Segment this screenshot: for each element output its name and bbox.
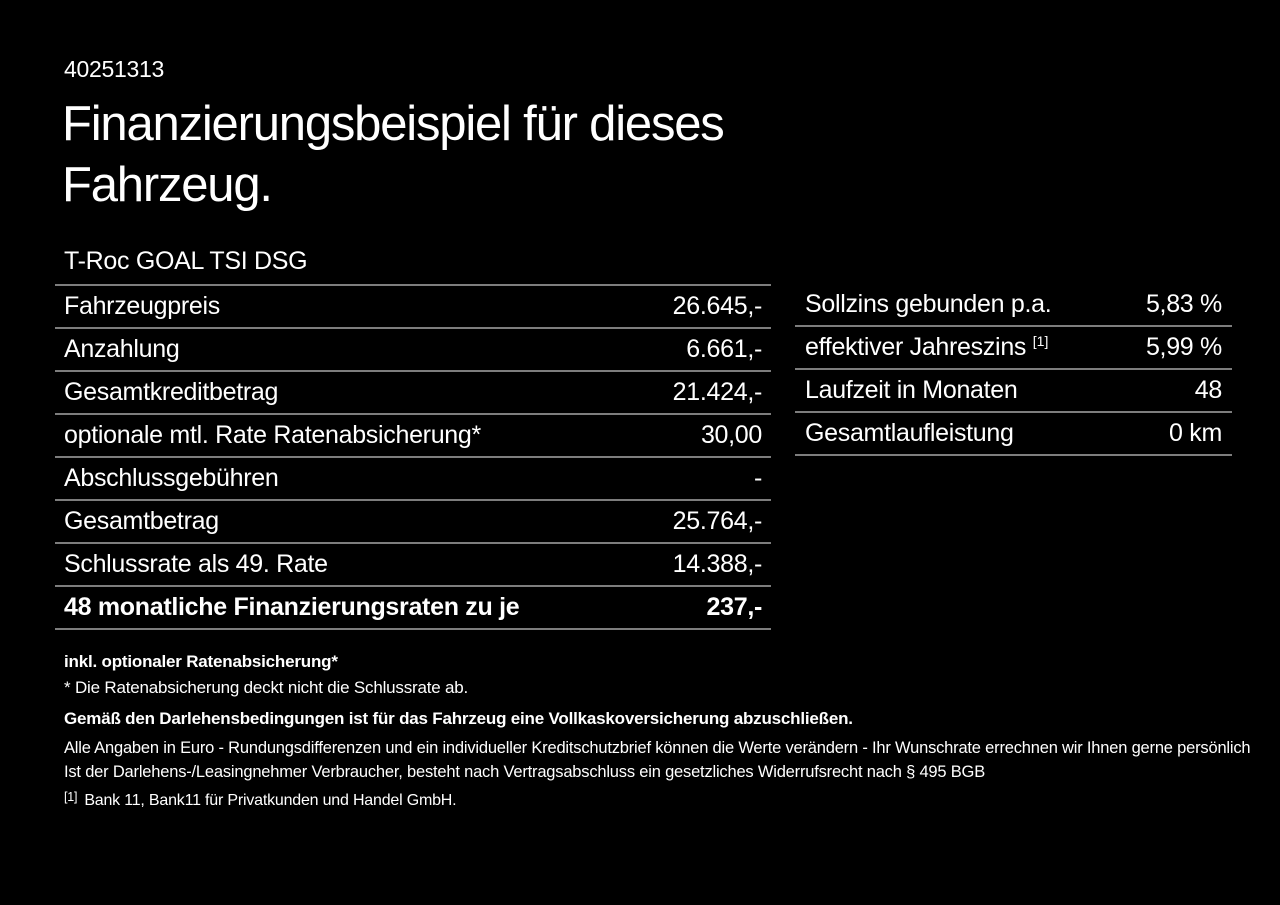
- table-row: Schlussrate als 49. Rate 14.388,-: [55, 544, 771, 587]
- row-value: 25.764,-: [672, 507, 763, 535]
- row-label: Sollzins gebunden p.a.: [805, 290, 1052, 318]
- table-row: Laufzeit in Monaten 48: [795, 370, 1232, 413]
- row-label: Gesamtkreditbetrag: [64, 378, 279, 406]
- row-value: 14.388,-: [672, 550, 763, 578]
- footnote-ref: [1]: [1032, 333, 1049, 349]
- table-row: Gesamtlaufleistung 0 km: [795, 413, 1232, 456]
- row-label: 48 monatliche Finanzierungsraten zu je: [64, 593, 520, 621]
- table-row: Gesamtkreditbetrag 21.424,-: [55, 372, 771, 415]
- footnote-insurance-requirement: Gemäß den Darlehensbedingungen ist für d…: [64, 709, 853, 728]
- footnote-disclaimer-1: Alle Angaben in Euro - Rundungsdifferenz…: [64, 739, 1251, 757]
- finance-table: T-Roc GOAL TSI DSG Fahrzeugpreis 26.645,…: [55, 240, 771, 630]
- table-row: Fahrzeugpreis 26.645,-: [55, 286, 771, 329]
- row-label: Gesamtbetrag: [64, 507, 219, 535]
- row-label: Abschlussgebühren: [64, 464, 279, 492]
- row-label: Gesamtlaufleistung: [805, 419, 1014, 447]
- table-row: optionale mtl. Rate Ratenabsicherung* 30…: [55, 415, 771, 458]
- row-value: 5,99 %: [1145, 333, 1222, 361]
- table-row: effektiver Jahreszins [1] 5,99 %: [795, 327, 1232, 370]
- row-label: Fahrzeugpreis: [64, 292, 220, 320]
- page-title-line-1: Finanzierungsbeispiel für dieses: [62, 97, 725, 151]
- table-row: Gesamtbetrag 25.764,-: [55, 501, 771, 544]
- footnote-bank-text: Bank 11, Bank11 für Privatkunden und Han…: [84, 792, 457, 809]
- row-label: Laufzeit in Monaten: [805, 376, 1018, 404]
- page-title-line-2: Fahrzeug.: [62, 158, 273, 212]
- row-value: 30,00: [700, 421, 762, 449]
- table-row: Anzahlung 6.661,-: [55, 329, 771, 372]
- row-value: 237,-: [706, 593, 763, 621]
- table-row-monthly-rate: 48 monatliche Finanzierungsraten zu je 2…: [55, 587, 771, 630]
- footnote-disclaimer-2: Ist der Darlehens-/Leasingnehmer Verbrau…: [64, 763, 986, 781]
- row-label: optionale mtl. Rate Ratenabsicherung*: [64, 421, 481, 449]
- footnote-rate-protection-bold: inkl. optionaler Ratenabsicherung*: [64, 652, 338, 671]
- row-value: 48: [1194, 376, 1223, 404]
- row-value: 5,83 %: [1145, 290, 1222, 318]
- row-label: Schlussrate als 49. Rate: [64, 550, 328, 578]
- table-row: Abschlussgebühren -: [55, 458, 771, 501]
- vehicle-id: 40251313: [64, 56, 164, 82]
- table-row: Sollzins gebunden p.a. 5,83 %: [795, 284, 1232, 327]
- row-label: effektiver Jahreszins [1]: [805, 333, 1049, 361]
- row-value: -: [753, 464, 762, 492]
- footnote-bank-reference: [1] Bank 11, Bank11 für Privatkunden und …: [64, 790, 457, 810]
- footnote-rate-protection: * Die Ratenabsicherung deckt nicht die S…: [64, 678, 469, 697]
- vehicle-model: T-Roc GOAL TSI DSG: [55, 240, 771, 286]
- footnote-ref-marker: [1]: [64, 790, 78, 804]
- row-value: 6.661,-: [686, 335, 762, 363]
- conditions-table: Sollzins gebunden p.a. 5,83 % effektiver…: [795, 284, 1232, 456]
- row-value: 0 km: [1169, 419, 1222, 447]
- row-label: Anzahlung: [64, 335, 180, 363]
- page-title: Finanzierungsbeispiel für dieses Fahrzeu…: [62, 94, 725, 216]
- row-value: 21.424,-: [672, 378, 763, 406]
- row-value: 26.645,-: [672, 292, 763, 320]
